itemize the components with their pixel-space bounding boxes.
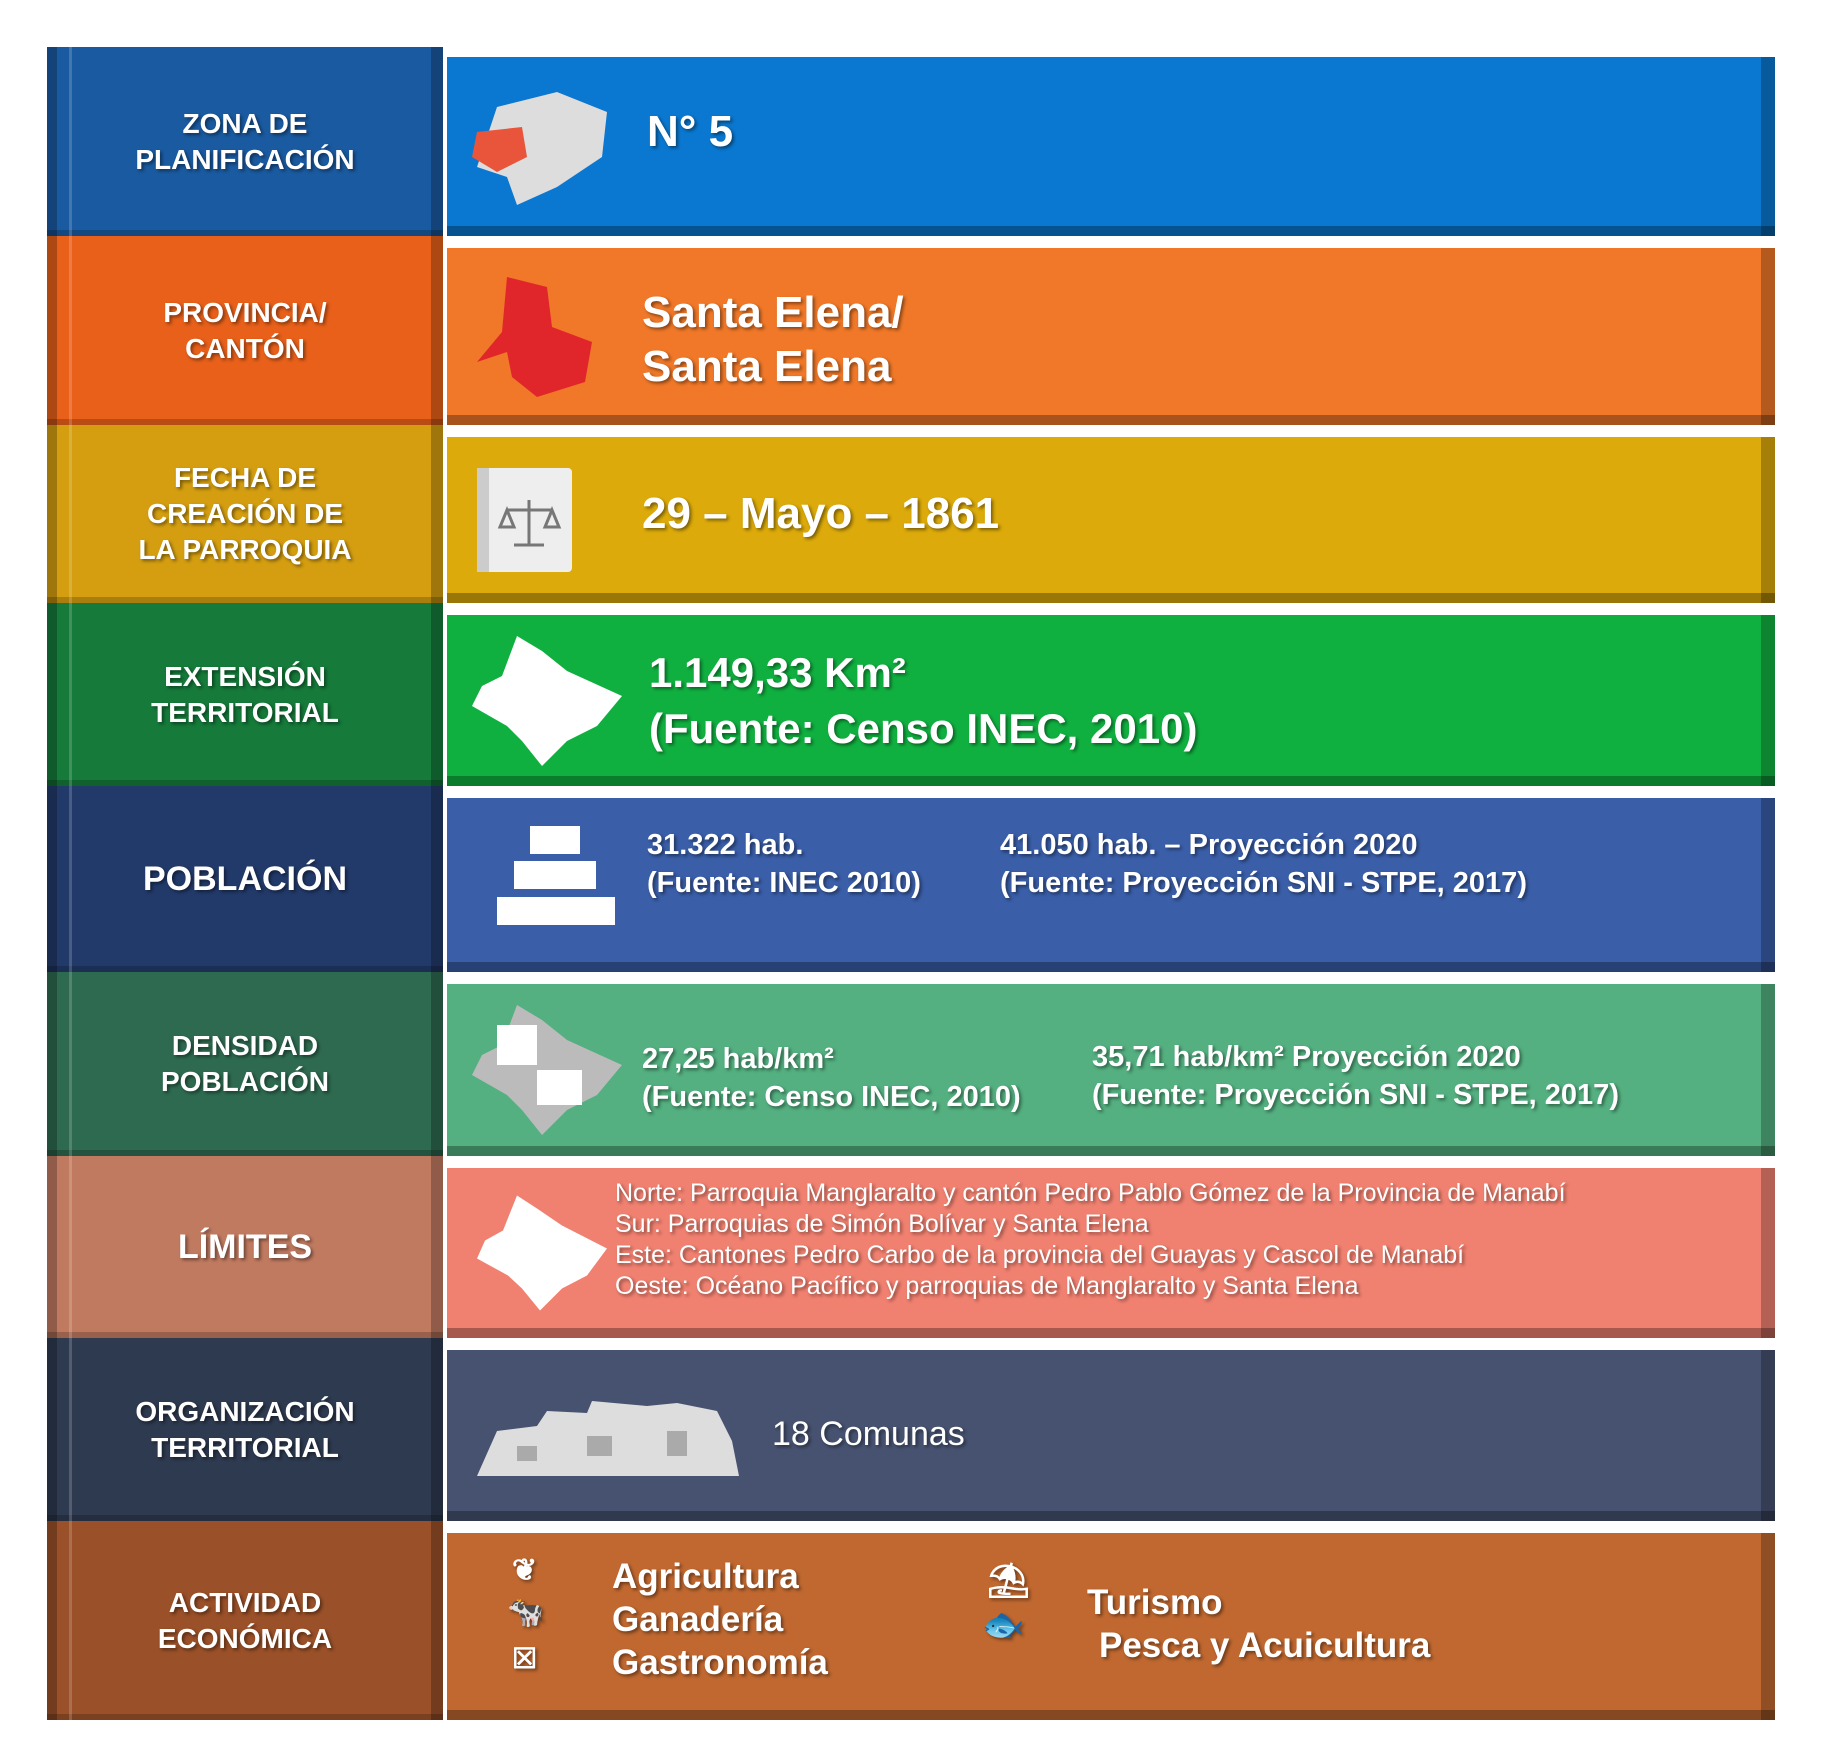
- town-icon: [477, 1400, 739, 1476]
- label-organizacion-territorial: ORGANIZACIÓN TERRITORIAL: [47, 1338, 443, 1521]
- value-panel: 31.322 hab. (Fuente: INEC 2010) 41.050 h…: [447, 798, 1775, 972]
- activities-col-1: Agricultura Ganadería Gastronomía: [612, 1555, 828, 1684]
- label-limites: LÍMITES: [47, 1156, 443, 1338]
- row-organizacion-territorial: ORGANIZACIÓN TERRITORIAL 18 Comunas: [47, 1338, 1775, 1521]
- beach-umbrella-icon: ⛱: [987, 1562, 1031, 1600]
- fecha-value: 29 – Mayo – 1861: [642, 489, 1000, 538]
- limite-norte: Norte: Parroquia Manglaralto y cantón Pe…: [615, 1179, 1566, 1207]
- densidad-2020: 35,71 hab/km² Proyección 2020 (Fuente: P…: [1092, 1041, 1619, 1111]
- activity-turismo: Turismo: [1087, 1583, 1223, 1622]
- value-panel: Norte: Parroquia Manglaralto y cantón Pe…: [447, 1168, 1775, 1338]
- cattle-icon: 🐄: [507, 1596, 545, 1629]
- density-map-icon: [472, 1005, 622, 1135]
- label-extension-territorial: EXTENSIÓN TERRITORIAL: [47, 603, 443, 786]
- label-zona-planificacion: ZONA DE PLANIFICACIÓN: [47, 47, 443, 236]
- organizacion-value: 18 Comunas: [772, 1415, 965, 1453]
- limite-sur: Sur: Parroquias de Simón Bolívar y Santa…: [615, 1210, 1149, 1238]
- label-provincia-canton: PROVINCIA/ CANTÓN: [47, 236, 443, 425]
- row-limites: LÍMITES Norte: Parroquia Manglaralto y c…: [47, 1156, 1775, 1338]
- gastronomy-icon: ☒: [512, 1643, 538, 1674]
- agriculture-icon: ❦: [512, 1554, 538, 1587]
- row-actividad-economica: ACTIVIDAD ECONÓMICA ❦ 🐄 ☒ Agricultura Gan…: [47, 1521, 1775, 1720]
- value-panel: 27,25 hab/km² (Fuente: Censo INEC, 2010)…: [447, 984, 1775, 1156]
- activity-gastronomia: Gastronomía: [612, 1643, 828, 1682]
- value-panel: 29 – Mayo – 1861: [447, 437, 1775, 603]
- label-poblacion: POBLACIÓN: [47, 786, 443, 972]
- zona-value: N° 5: [647, 107, 734, 156]
- law-book-icon: [477, 468, 572, 572]
- province-map-icon: [477, 276, 592, 397]
- extension-value: 1.149,33 Km² (Fuente: Censo INEC, 2010): [649, 649, 1198, 752]
- limite-oeste: Oeste: Océano Pacífico y parroquias de M…: [615, 1272, 1359, 1300]
- row-densidad-poblacion: DENSIDAD POBLACIÓN 27,25 hab/km² (Fuente…: [47, 972, 1775, 1156]
- value-panel: 18 Comunas: [447, 1350, 1775, 1521]
- value-panel: ❦ 🐄 ☒ Agricultura Ganadería Gastronomía ⛱ …: [447, 1533, 1775, 1720]
- fish-icon: 🐟: [982, 1606, 1025, 1644]
- territory-map-icon: [477, 1195, 607, 1311]
- row-poblacion: POBLACIÓN 31.322 hab. (Fuente: INEC 2010…: [47, 786, 1775, 972]
- label-fecha-creacion: FECHA DE CREACIÓN DE LA PARROQUIA: [47, 425, 443, 603]
- poblacion-2010: 31.322 hab. (Fuente: INEC 2010): [647, 829, 921, 899]
- label-actividad-economica: ACTIVIDAD ECONÓMICA: [47, 1521, 443, 1720]
- activities-col-2: Turismo Pesca y Acuicultura: [1087, 1581, 1430, 1667]
- activity-agricultura: Agricultura: [612, 1557, 799, 1596]
- value-panel: 1.149,33 Km² (Fuente: Censo INEC, 2010): [447, 615, 1775, 786]
- activity-pesca: Pesca y Acuicultura: [1099, 1626, 1431, 1665]
- value-panel: N° 5: [447, 57, 1775, 236]
- activity-ganaderia: Ganadería: [612, 1600, 784, 1639]
- population-icon: [497, 826, 615, 926]
- provincia-value: Santa Elena/ Santa Elena: [642, 288, 904, 391]
- row-provincia-canton: PROVINCIA/ CANTÓN Santa Elena/ Santa Ele…: [47, 236, 1775, 425]
- value-panel: Santa Elena/ Santa Elena: [447, 248, 1775, 425]
- densidad-2010: 27,25 hab/km² (Fuente: Censo INEC, 2010): [642, 1043, 1021, 1113]
- poblacion-2020: 41.050 hab. – Proyección 2020 (Fuente: P…: [1000, 829, 1527, 899]
- limites-list: Norte: Parroquia Manglaralto y cantón Pe…: [615, 1178, 1566, 1302]
- label-densidad-poblacion: DENSIDAD POBLACIÓN: [47, 972, 443, 1156]
- ecuador-map-icon: [472, 91, 607, 205]
- row-zona-planificacion: ZONA DE PLANIFICACIÓN N° 5: [47, 47, 1775, 236]
- row-extension-territorial: EXTENSIÓN TERRITORIAL 1.149,33 Km² (Fuen…: [47, 603, 1775, 786]
- territory-map-icon: [472, 635, 622, 766]
- limite-este: Este: Cantones Pedro Carbo de la provinc…: [615, 1241, 1465, 1269]
- row-fecha-creacion: FECHA DE CREACIÓN DE LA PARROQUIA 29 – M…: [47, 425, 1775, 603]
